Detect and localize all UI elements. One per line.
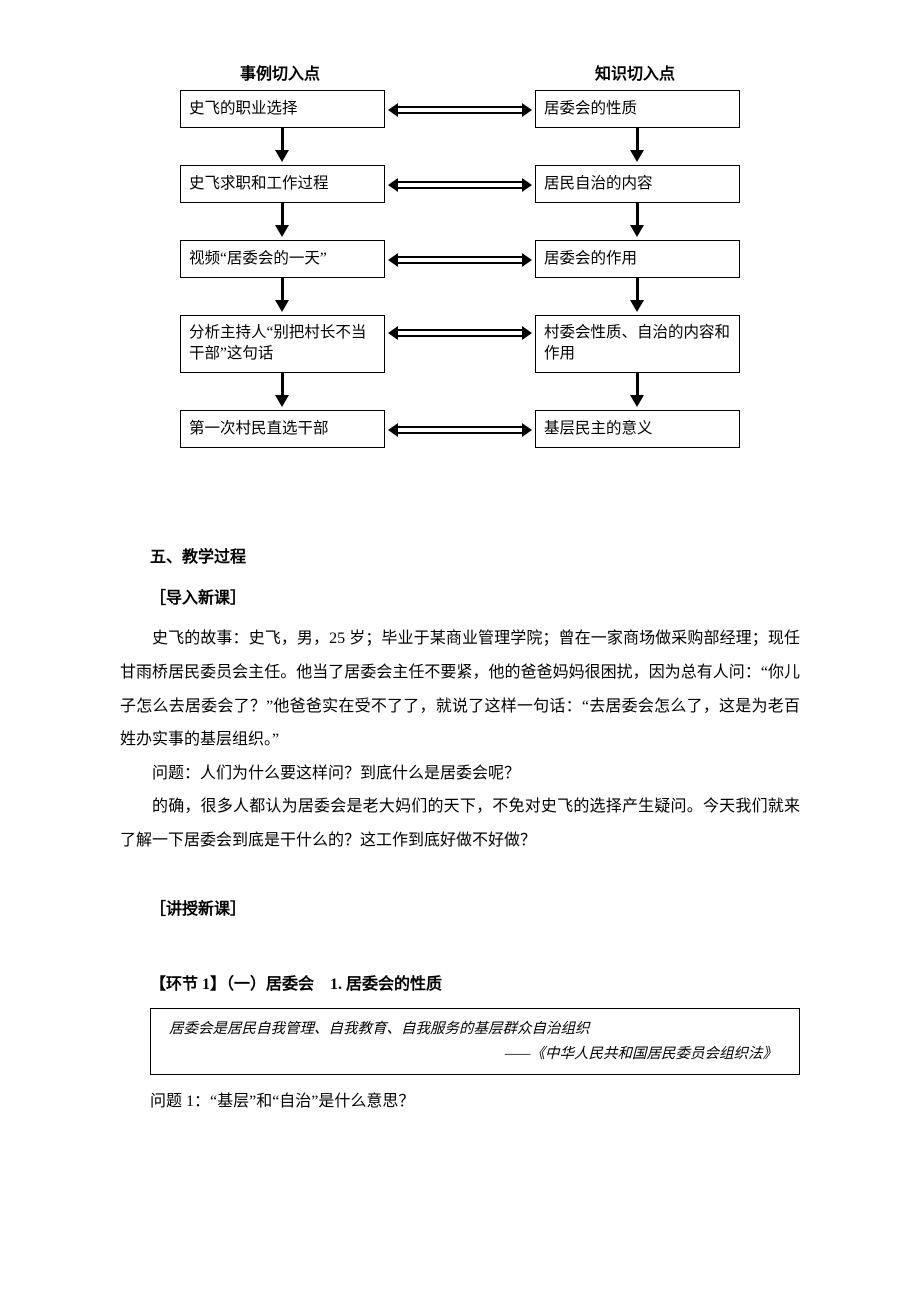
right-node-5: 基层民主的意义 (535, 410, 740, 448)
story-paragraph: 史飞的故事：史飞，男，25 岁；毕业于某商业管理学院；曾在一家商场做采购部经理；… (120, 622, 800, 756)
flowchart: 事例切入点 知识切入点 史飞的职业选择 居委会的性质 史飞求职和工作过程 居民自… (140, 60, 780, 480)
law-quote-box: 居委会是居民自我管理、自我教育、自我服务的基层群众自治组织 ——《中华人民共和国… (150, 1008, 800, 1075)
quote-attribution: ——《中华人民共和国居民委员会组织法》 (169, 1042, 781, 1067)
env1-heading: 【环节 1】（一）居委会 1. 居委会的性质 (150, 967, 800, 1002)
right-column-header: 知识切入点 (535, 60, 735, 84)
left-node-3: 视频“居委会的一天” (180, 240, 385, 278)
intro-heading: ［导入新课］ (150, 581, 800, 616)
right-node-2: 居民自治的内容 (535, 165, 740, 203)
left-node-4: 分析主持人“别把村长不当干部”这句话 (180, 315, 385, 373)
right-node-1: 居委会的性质 (535, 90, 740, 128)
quote-line: 居委会是居民自我管理、自我教育、自我服务的基层群众自治组织 (169, 1017, 781, 1042)
left-node-1: 史飞的职业选择 (180, 90, 385, 128)
spacer-2 (120, 933, 800, 961)
question-1: 问题 1：“基层”和“自治”是什么意思？ (150, 1085, 800, 1119)
section-heading: 五、教学过程 (150, 540, 800, 575)
question-lead: 问题：人们为什么要这样问？到底什么是居委会呢？ (120, 757, 800, 791)
left-column-header: 事例切入点 (180, 60, 380, 84)
left-node-2: 史飞求职和工作过程 (180, 165, 385, 203)
follow-paragraph: 的确，很多人都认为居委会是老大妈们的天下，不免对史飞的选择产生疑问。今天我们就来… (120, 790, 800, 857)
right-node-3: 居委会的作用 (535, 240, 740, 278)
spacer (120, 858, 800, 886)
right-node-4: 村委会性质、自治的内容和作用 (535, 315, 740, 373)
left-node-5: 第一次村民直选干部 (180, 410, 385, 448)
teach-heading: ［讲授新课］ (150, 892, 800, 927)
